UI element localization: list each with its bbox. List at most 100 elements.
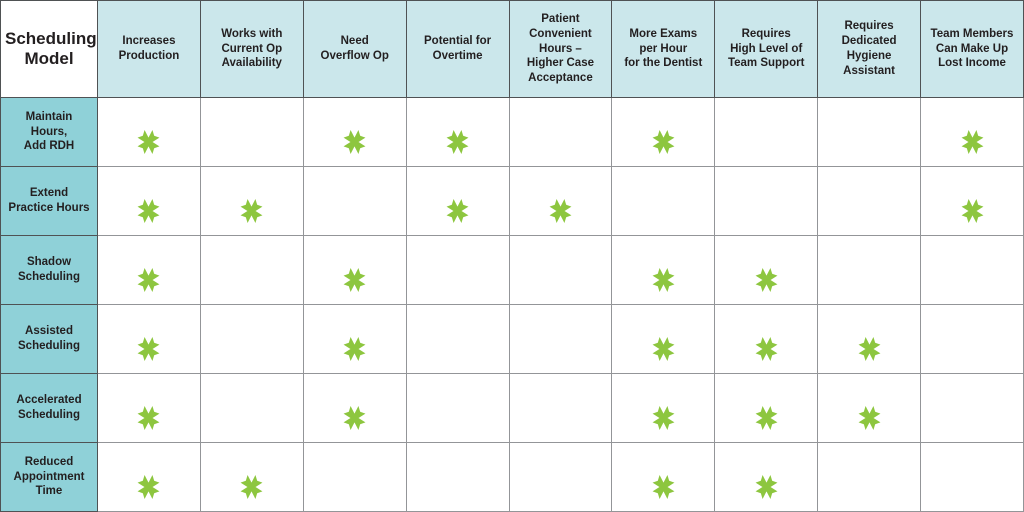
cell-empty	[817, 97, 921, 167]
table-row: Shadow Scheduling	[0, 235, 1024, 305]
x-mark-icon	[137, 130, 160, 155]
x-mark-icon	[858, 337, 881, 362]
cell-empty	[508, 304, 613, 374]
cell-empty	[199, 235, 304, 305]
x-mark-icon	[755, 268, 778, 293]
corner-header: Scheduling Model	[0, 0, 98, 98]
x-mark-icon	[858, 406, 881, 431]
x-mark-icon	[652, 337, 675, 362]
cell-empty	[508, 442, 613, 512]
table-header: Scheduling Model Increases Production Wor…	[0, 0, 1024, 98]
cell-marked	[611, 97, 716, 167]
table-row: Reduced Appointment Time	[0, 442, 1024, 512]
cell-empty	[920, 304, 1024, 374]
table-row: Maintain Hours, Add RDH	[0, 97, 1024, 167]
cell-marked	[817, 373, 921, 443]
x-mark-icon	[137, 475, 160, 500]
x-mark-icon	[755, 337, 778, 362]
cell-marked	[302, 304, 407, 374]
cell-marked	[611, 304, 716, 374]
cell-marked	[611, 373, 716, 443]
cell-empty	[405, 235, 510, 305]
column-header-4: Potential for Overtime	[405, 0, 510, 98]
cell-marked	[302, 373, 407, 443]
x-mark-icon	[446, 199, 469, 224]
cell-empty	[817, 442, 921, 512]
cell-marked	[302, 235, 407, 305]
row-header: Maintain Hours, Add RDH	[0, 97, 98, 167]
cell-marked	[97, 235, 201, 305]
x-mark-icon	[343, 406, 366, 431]
cell-empty	[302, 166, 407, 236]
x-mark-icon	[755, 406, 778, 431]
cell-marked	[97, 373, 201, 443]
cell-empty	[817, 235, 921, 305]
cell-marked	[97, 97, 201, 167]
x-mark-icon	[343, 268, 366, 293]
x-mark-icon	[549, 199, 572, 224]
column-header-2: Works with Current Op Availability	[199, 0, 304, 98]
column-header-9: Team Members Can Make Up Lost Income	[920, 0, 1024, 98]
x-mark-icon	[137, 199, 160, 224]
row-header: Shadow Scheduling	[0, 235, 98, 305]
x-mark-icon	[240, 199, 263, 224]
x-mark-icon	[755, 475, 778, 500]
x-mark-icon	[343, 130, 366, 155]
x-mark-icon	[446, 130, 469, 155]
column-header-3: Need Overflow Op	[302, 0, 407, 98]
cell-marked	[405, 166, 510, 236]
cell-empty	[199, 373, 304, 443]
table-body: Maintain Hours, Add RDH Extend Practice …	[0, 97, 1024, 512]
cell-empty	[199, 304, 304, 374]
x-mark-icon	[652, 406, 675, 431]
cell-marked	[97, 304, 201, 374]
table-row: Assisted Scheduling	[0, 304, 1024, 374]
column-header-7: Requires High Level of Team Support	[714, 0, 819, 98]
x-mark-icon	[652, 475, 675, 500]
x-mark-icon	[652, 130, 675, 155]
cell-empty	[611, 166, 716, 236]
cell-marked	[199, 166, 304, 236]
cell-marked	[611, 442, 716, 512]
x-mark-icon	[240, 475, 263, 500]
table-row: Accelerated Scheduling	[0, 373, 1024, 443]
cell-empty	[508, 235, 613, 305]
x-mark-icon	[137, 406, 160, 431]
cell-marked	[405, 97, 510, 167]
cell-empty	[508, 373, 613, 443]
cell-empty	[405, 442, 510, 512]
cell-marked	[714, 235, 819, 305]
cell-empty	[714, 166, 819, 236]
cell-empty	[302, 442, 407, 512]
x-mark-icon	[961, 199, 983, 224]
cell-marked	[714, 304, 819, 374]
row-header: Reduced Appointment Time	[0, 442, 98, 512]
cell-marked	[920, 166, 1024, 236]
column-header-5: Patient Convenient Hours – Higher Case A…	[508, 0, 613, 98]
x-mark-icon	[961, 130, 983, 155]
row-header: Extend Practice Hours	[0, 166, 98, 236]
cell-empty	[714, 97, 819, 167]
cell-empty	[920, 235, 1024, 305]
cell-empty	[405, 304, 510, 374]
cell-marked	[920, 97, 1024, 167]
table-row: Extend Practice Hours	[0, 166, 1024, 236]
cell-marked	[611, 235, 716, 305]
cell-empty	[508, 97, 613, 167]
x-mark-icon	[652, 268, 675, 293]
x-mark-icon	[343, 337, 366, 362]
cell-marked	[817, 304, 921, 374]
cell-empty	[405, 373, 510, 443]
x-mark-icon	[137, 337, 160, 362]
cell-marked	[714, 373, 819, 443]
column-header-6: More Exams per Hour for the Dentist	[611, 0, 716, 98]
cell-empty	[199, 97, 304, 167]
column-header-1: Increases Production	[97, 0, 201, 98]
row-header: Assisted Scheduling	[0, 304, 98, 374]
cell-marked	[199, 442, 304, 512]
cell-marked	[97, 442, 201, 512]
cell-empty	[817, 166, 921, 236]
column-header-8: Requires Dedicated Hygiene Assistant	[817, 0, 921, 98]
cell-marked	[302, 97, 407, 167]
